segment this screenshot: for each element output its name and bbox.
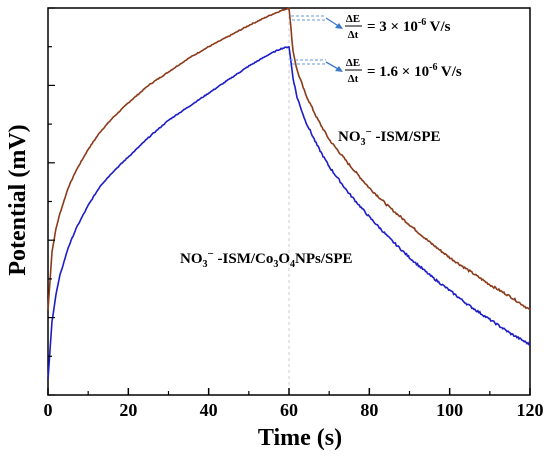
rate-annotation-1: ΔE Δt = 3 × 10-6 V/s xyxy=(291,13,451,41)
x-axis-ticks: 0 20 40 60 80 100 120 xyxy=(44,388,544,420)
rate-1-value: = 3 × 10-6 V/s xyxy=(367,17,451,35)
x-tick-label: 40 xyxy=(200,400,218,420)
series-label-ism-co3o4-spe: NO3− -ISM/Co3O4NPs/SPE xyxy=(180,248,353,270)
series-line-ism-spe xyxy=(47,7,531,311)
x-tick-label: 80 xyxy=(360,400,378,420)
x-tick-label: 100 xyxy=(436,400,463,420)
series-label-ism-spe: NO3− -ISM/SPE xyxy=(338,126,441,148)
rate-2-denominator: Δt xyxy=(348,73,359,85)
rate-1-numerator: ΔE xyxy=(346,13,360,25)
rate-2-numerator: ΔE xyxy=(346,57,360,69)
x-tick-label: 0 xyxy=(44,400,53,420)
series-line-ism-co3o4-spe xyxy=(47,45,530,380)
x-axis-title: Time (s) xyxy=(258,425,342,451)
y-axis-ticks xyxy=(48,7,55,396)
rate-2-value: = 1.6 × 10-6 V/s xyxy=(367,62,462,80)
x-tick-label: 120 xyxy=(517,400,544,420)
x-tick-label: 20 xyxy=(119,400,137,420)
rate-annotation-2: ΔE Δt = 1.6 × 10-6 V/s xyxy=(290,57,462,85)
y-axis-title: Potential (mV) xyxy=(5,124,31,275)
rate-1-denominator: Δt xyxy=(348,29,359,41)
x-tick-label: 60 xyxy=(280,400,298,420)
